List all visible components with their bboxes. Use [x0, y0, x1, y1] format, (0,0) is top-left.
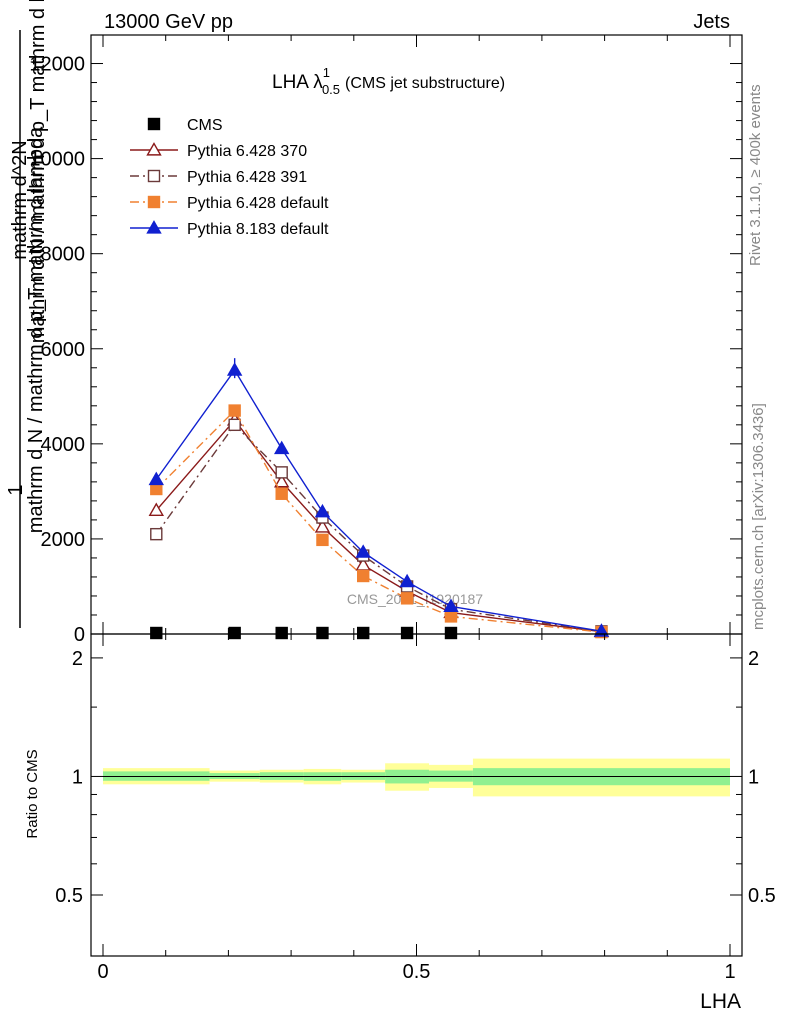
legend-label-p8def: Pythia 8.183 default — [187, 221, 329, 238]
data-point-p8def — [355, 544, 371, 558]
plot-title-main: LHA λ — [272, 72, 323, 93]
rivet-label: Rivet 3.1.10, ≥ 400k events — [747, 84, 764, 266]
ratio-yticks: 0.5 0.5 1 1 2 2 — [55, 648, 776, 907]
data-point-p391 — [228, 418, 241, 432]
ratio-ytick-label-right: 0.5 — [748, 885, 776, 907]
ratio-panel: 0.5 0.51 12 2 0 0.5 1 Ratio to CMS LHA — [24, 633, 776, 1013]
legend-marker-p8def — [146, 220, 162, 234]
data-point-p6def — [400, 592, 414, 605]
ratio-ytick-label: 0.5 — [55, 885, 83, 907]
legend-item-cms: CMS — [147, 117, 223, 134]
legend: CMS Pythia 6.428 370 Pythia 6.428 391 Pythi… — [130, 117, 329, 238]
legend-item-p391: Pythia 6.428 391 — [130, 169, 307, 186]
legend-marker-cms — [147, 117, 161, 131]
x-tick-label: 0.5 — [403, 961, 431, 983]
process-label: Jets — [693, 11, 730, 33]
data-point-cms — [275, 626, 288, 640]
ratio-ylabel: Ratio to CMS — [24, 749, 41, 838]
mcplots-label: mcplots.cern.ch [arXiv:1306.3436] — [750, 403, 767, 630]
ratio-frame — [90, 633, 743, 957]
main-ytick-label: 12000 — [29, 54, 85, 76]
series-cms — [150, 626, 458, 640]
data-point-p8def — [593, 623, 610, 637]
data-point-p391 — [275, 466, 288, 479]
ratio-ytick-label: 2 — [72, 648, 83, 670]
plot-title-sub: 0.5 — [322, 82, 340, 97]
legend-marker-p391 — [147, 169, 161, 183]
data-point-cms — [400, 626, 414, 640]
ratio-ytick-label-right: 2 — [748, 648, 759, 670]
ratio-ytick-label-right: 1 — [748, 766, 759, 788]
series-line-p391 — [155, 423, 602, 633]
series-line-p370 — [155, 418, 602, 633]
main-ylabel-line2: mathrm d^2N — [9, 140, 31, 259]
main-ytick-label: 10000 — [29, 149, 85, 171]
x-axis-label: LHA — [700, 990, 741, 1013]
ratio-ytick-label: 1 — [72, 766, 83, 788]
data-point-p370 — [148, 502, 165, 516]
data-point-p391 — [150, 527, 163, 541]
watermark: CMS_2021_I1920187 — [347, 591, 483, 607]
legend-marker-p370 — [146, 142, 162, 156]
energy-label: 13000 GeV pp — [104, 11, 233, 33]
legend-item-p370: Pythia 6.428 370 — [130, 142, 307, 160]
data-point-p8def — [148, 471, 165, 486]
ratio-bands — [103, 758, 730, 797]
main-ytick-label: 2000 — [41, 529, 86, 551]
legend-label-p6def: Pythia 6.428 default — [187, 195, 329, 212]
main-ylabel: 1 mathrm d N / mathrm d p_T mathrm d lam… — [5, 0, 49, 628]
legend-item-p8def: Pythia 8.183 default — [130, 220, 329, 238]
data-point-p6def — [275, 487, 288, 500]
x-tick-label: 0 — [97, 961, 108, 983]
legend-label-p391: Pythia 6.428 391 — [187, 169, 307, 186]
data-point-p6def — [444, 610, 458, 623]
data-point-cms — [444, 626, 458, 640]
legend-label-p370: Pythia 6.428 370 — [187, 143, 307, 160]
main-ylabel-top: 1 — [5, 484, 27, 495]
data-point-cms — [228, 626, 241, 640]
legend-item-p6def: Pythia 6.428 default — [130, 195, 329, 212]
main-ytick-label: 0 — [74, 624, 85, 646]
series-line-p8def — [155, 368, 602, 632]
main-ylabel-line1: mathrm d N / mathrm d p_T mathrm d lambd… — [25, 126, 47, 533]
main-series — [148, 358, 610, 640]
data-point-p6def — [357, 569, 370, 583]
data-point-p8def — [443, 598, 459, 613]
data-point-p6def — [150, 482, 163, 496]
plot-title-note: (CMS jet substructure) — [345, 75, 505, 92]
plot-title: LHA λ1 0.5 (CMS jet substructure) — [272, 65, 505, 97]
plot-title-sup: 1 — [323, 65, 330, 80]
data-point-p6def — [228, 404, 241, 417]
main-yticks: 0 2000 4000 6000 8000 10000 12000 — [29, 35, 742, 646]
main-ytick-label: 8000 — [41, 244, 86, 266]
main-ytick-label: 6000 — [41, 339, 86, 361]
data-point-p370 — [273, 473, 290, 488]
x-tick-label: 1 — [724, 961, 735, 983]
data-point-cms — [357, 626, 370, 640]
legend-label-cms: CMS — [187, 117, 223, 134]
data-point-p6def — [316, 533, 329, 547]
data-point-p8def — [273, 440, 290, 455]
data-point-p370 — [314, 519, 331, 533]
data-point-p8def — [399, 573, 415, 588]
legend-marker-p6def — [147, 195, 161, 209]
main-ylabel-line3: mathrm d N / mathrm d p_T mathrm d lambd… — [27, 0, 49, 343]
main-ytick-label: 4000 — [41, 434, 86, 456]
data-point-cms — [316, 626, 329, 640]
ratio-xticks: 0 0.5 1 — [97, 634, 736, 983]
data-point-cms — [150, 626, 163, 640]
data-point-p8def — [314, 503, 331, 518]
main-panel: CMS_2021_I1920187 0 2000 4000 6000 8000 10000… — [29, 34, 743, 646]
